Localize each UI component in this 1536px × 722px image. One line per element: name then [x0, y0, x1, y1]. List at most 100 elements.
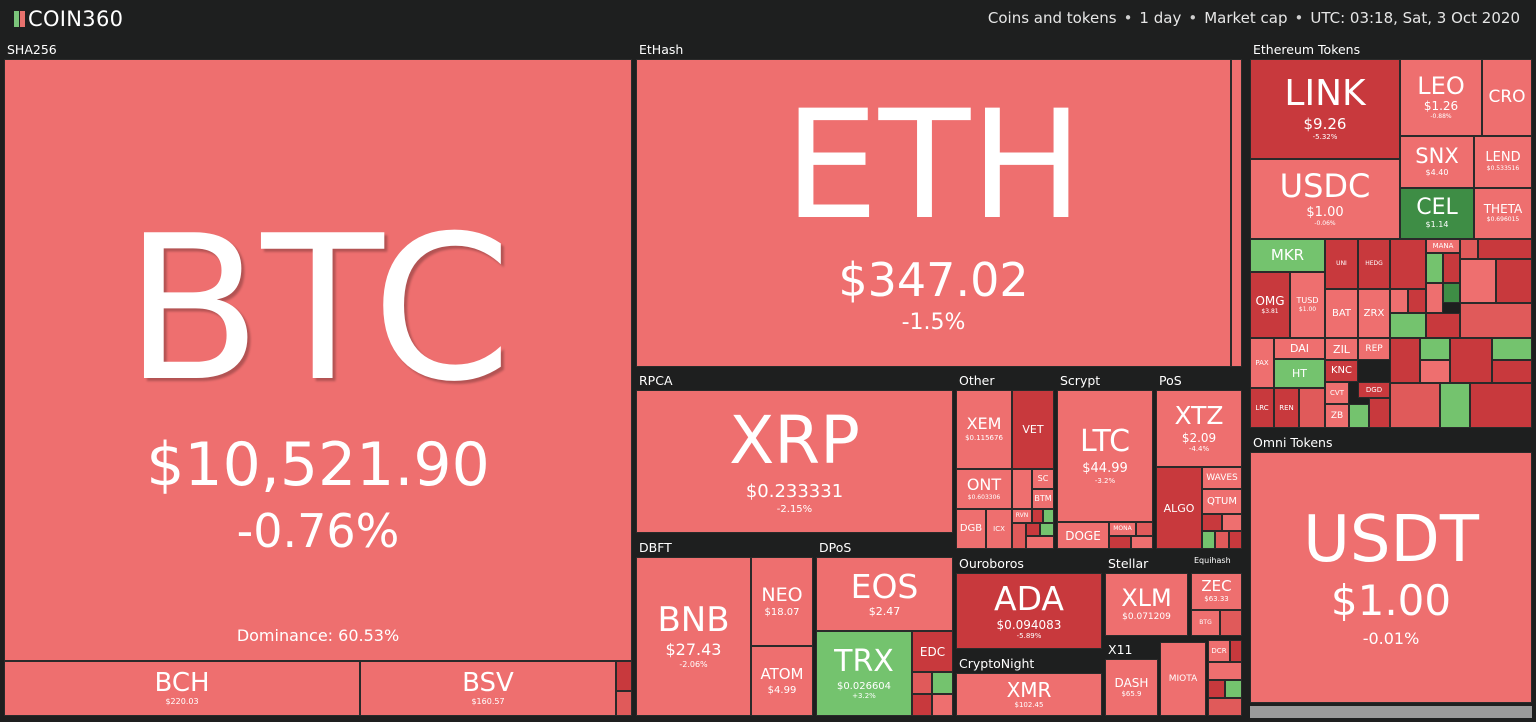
tile-xem[interactable]: XEM $0.115676	[956, 390, 1012, 469]
tile-edc[interactable]: EDC	[912, 631, 953, 672]
tile-small-coin[interactable]	[1420, 338, 1450, 360]
tile-usdt[interactable]: USDT $1.00 -0.01%	[1250, 452, 1532, 703]
tile-zb[interactable]: ZB	[1325, 404, 1349, 428]
tile-small-coin[interactable]	[1426, 313, 1460, 338]
tile-small-coin[interactable]	[1136, 522, 1153, 536]
tile-small-coin[interactable]	[932, 672, 953, 694]
tile-small-coin[interactable]	[1215, 531, 1229, 549]
tile-small-coin[interactable]	[1202, 531, 1215, 549]
tile-dcr[interactable]: DCR	[1208, 640, 1230, 662]
tile-qtum[interactable]: QTUM	[1202, 489, 1242, 514]
tile-pax[interactable]: PAX	[1250, 338, 1274, 388]
tile-bat[interactable]: BAT	[1325, 289, 1358, 338]
tile-link[interactable]: LINK $9.26 -5.32%	[1250, 59, 1400, 159]
tile-btm[interactable]: BTM	[1032, 489, 1054, 509]
tile-small-coin[interactable]	[1043, 509, 1054, 523]
tile-small-coin[interactable]	[1222, 514, 1242, 531]
tile-rvn[interactable]: RVN	[1012, 509, 1032, 523]
tile-small-coin[interactable]	[1478, 239, 1532, 259]
tile-xmr[interactable]: XMR $102.45	[956, 673, 1102, 716]
tile-doge[interactable]: DOGE	[1057, 522, 1109, 549]
tile-mona[interactable]: MONA	[1109, 522, 1136, 536]
tile-lend[interactable]: LEND $0.533516	[1474, 136, 1532, 188]
tile-small-coin[interactable]	[1420, 360, 1450, 383]
tile-dai[interactable]: DAI	[1274, 338, 1325, 359]
tile-tusd[interactable]: TUSD $1.00	[1290, 272, 1325, 338]
tile-bsv[interactable]: BSV $160.57	[360, 661, 616, 716]
tile-small-coin[interactable]	[1470, 383, 1532, 428]
tile-small-coin[interactable]	[912, 672, 932, 694]
tile-bnb[interactable]: BNB $27.43 -2.06%	[636, 557, 751, 716]
tile-small-coin[interactable]	[1040, 523, 1054, 536]
tile-trx[interactable]: TRX $0.026604 +3.2%	[816, 631, 912, 716]
tile-knc[interactable]: KNC	[1325, 360, 1358, 382]
tile-small-coin[interactable]	[1131, 536, 1153, 549]
filter-metric[interactable]: Market cap	[1204, 9, 1288, 27]
tile-eth[interactable]: ETH $347.02 -1.5%	[636, 59, 1231, 367]
tile-neo[interactable]: NEO $18.07	[751, 557, 813, 646]
tile-small-coin[interactable]	[912, 694, 932, 716]
tile-dgb[interactable]: DGB	[956, 509, 986, 549]
tile-small-coin[interactable]	[1390, 313, 1426, 338]
tile-sc[interactable]: SC	[1032, 469, 1054, 489]
tile-uni[interactable]: UNI	[1325, 239, 1358, 289]
tile-small-coin[interactable]	[1440, 383, 1470, 428]
tile-small-coin[interactable]	[1369, 398, 1390, 428]
tile-small-coin[interactable]	[1349, 404, 1369, 428]
tile-small-coin[interactable]	[1460, 239, 1478, 259]
filter-period[interactable]: 1 day	[1139, 9, 1182, 27]
tile-small-coin[interactable]	[1460, 259, 1496, 303]
tile-zrx[interactable]: ZRX	[1358, 289, 1390, 338]
tile-small-coin[interactable]	[1230, 640, 1242, 662]
tile-small-coin[interactable]	[1299, 388, 1325, 428]
tile-theta[interactable]: THETA $0.696015	[1474, 188, 1532, 239]
tile-small-coin[interactable]	[1026, 536, 1054, 549]
tile-small-coin[interactable]	[1390, 383, 1440, 428]
tile-ren[interactable]: REN	[1274, 388, 1299, 428]
tile-icx[interactable]: ICX	[986, 509, 1012, 549]
tile-leo[interactable]: LEO $1.26 -0.88%	[1400, 59, 1482, 136]
tile-small-coin[interactable]	[1492, 338, 1532, 360]
tile-small-coin[interactable]	[1109, 536, 1131, 549]
tile-cvt[interactable]: CVT	[1325, 382, 1349, 404]
tile-small-coin[interactable]	[1450, 338, 1492, 383]
tile-small-coin[interactable]	[1229, 531, 1242, 549]
tile-rep[interactable]: REP	[1358, 338, 1390, 360]
tile-small-coin[interactable]	[1012, 523, 1026, 549]
tile-small-coin[interactable]	[1231, 59, 1242, 367]
tile-miota[interactable]: MIOTA	[1160, 642, 1206, 716]
tile-ht[interactable]: HT	[1274, 359, 1325, 388]
tile-vet[interactable]: VET	[1012, 390, 1054, 469]
tile-small-coin[interactable]	[1460, 303, 1532, 338]
tile-small-coin[interactable]	[1408, 289, 1426, 313]
tile-atom[interactable]: ATOM $4.99	[751, 646, 813, 716]
tile-mana[interactable]: MANA	[1426, 239, 1460, 253]
tile-small-coin[interactable]	[1390, 239, 1426, 289]
tile-xlm[interactable]: XLM $0.071209	[1105, 573, 1188, 636]
tile-small-coin[interactable]	[1426, 283, 1443, 313]
tile-small-coin[interactable]	[1225, 680, 1242, 698]
tile-small-coin[interactable]	[1208, 662, 1242, 680]
tile-small-coin[interactable]	[1443, 253, 1460, 283]
tile-lrc[interactable]: LRC	[1250, 388, 1274, 428]
tile-small-coin[interactable]	[1492, 360, 1532, 383]
tile-small-coin[interactable]	[1426, 253, 1443, 283]
tile-small-coin[interactable]	[1208, 680, 1225, 698]
tile-zil[interactable]: ZIL	[1325, 338, 1358, 360]
tile-small-coin[interactable]	[1202, 514, 1222, 531]
tile-cel[interactable]: CEL $1.14	[1400, 188, 1474, 239]
tile-ont[interactable]: ONT $0.603306	[956, 469, 1012, 509]
tile-waves[interactable]: WAVES	[1202, 467, 1242, 489]
tile-dgd[interactable]: DGD	[1358, 382, 1390, 398]
tile-omg[interactable]: OMG $3.81	[1250, 272, 1290, 338]
tile-btc[interactable]: BTC $10,521.90 -0.76% Dominance: 60.53%	[4, 59, 632, 661]
tile-small-coin[interactable]	[1250, 706, 1532, 718]
tile-eos[interactable]: EOS $2.47	[816, 557, 953, 631]
filter-coins-tokens[interactable]: Coins and tokens	[987, 9, 1117, 27]
tile-hedg[interactable]: HEDG	[1358, 239, 1390, 289]
tile-ltc[interactable]: LTC $44.99 -3.2%	[1057, 390, 1153, 522]
tile-usdc[interactable]: USDC $1.00 -0.06%	[1250, 159, 1400, 239]
tile-bch[interactable]: BCH $220.03	[4, 661, 360, 716]
tile-small-coin[interactable]	[1390, 338, 1420, 383]
tile-small-coin[interactable]	[1496, 259, 1532, 303]
